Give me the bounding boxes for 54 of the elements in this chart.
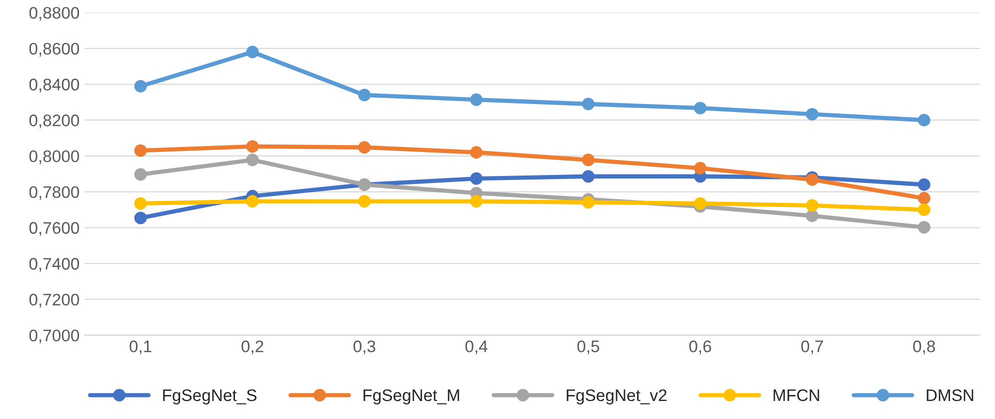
point xyxy=(918,114,930,126)
point xyxy=(134,168,147,181)
y-tick-label: 0,8400 xyxy=(29,78,80,92)
point xyxy=(582,154,595,166)
point xyxy=(134,212,147,224)
point xyxy=(806,199,818,212)
point xyxy=(134,197,147,210)
point xyxy=(246,46,259,58)
y-tick-label: 0,7000 xyxy=(29,330,80,344)
legend-label: MFCN xyxy=(774,389,820,402)
point xyxy=(694,102,706,114)
point xyxy=(806,210,818,222)
point xyxy=(470,172,483,185)
point xyxy=(918,203,930,216)
legend-label: FgSegNet_S xyxy=(163,389,256,404)
y-tick-label: 0,7200 xyxy=(29,294,80,308)
x-tick-label: 0,1 xyxy=(130,340,152,354)
x-tick-label: 0,7 xyxy=(801,340,823,354)
point xyxy=(694,162,706,174)
point xyxy=(918,178,930,191)
x-tick-label: 0,5 xyxy=(577,340,600,354)
point xyxy=(470,93,483,106)
point xyxy=(246,154,259,166)
y-tick-label: 0,7800 xyxy=(29,186,80,200)
y-tick-label: 0,8600 xyxy=(29,42,80,57)
y-tick-label: 0,7600 xyxy=(29,222,80,236)
x-tick-label: 0,2 xyxy=(242,340,264,354)
x-tick-label: 0,4 xyxy=(465,340,488,354)
point xyxy=(918,192,930,205)
point xyxy=(358,88,371,102)
x-tick-label: 0,3 xyxy=(353,340,376,354)
point xyxy=(582,196,595,209)
point xyxy=(694,197,706,210)
x-tick-label: 0,6 xyxy=(689,340,712,354)
legend-label: DMSN xyxy=(926,389,974,402)
y-tick-label: 0,8200 xyxy=(29,114,80,128)
legend-label: FgSegNet_v2 xyxy=(566,389,666,404)
x-tick-label: 0,8 xyxy=(913,340,935,354)
point xyxy=(806,108,818,120)
point xyxy=(918,221,930,234)
point xyxy=(470,146,483,159)
point xyxy=(358,141,371,154)
point xyxy=(246,195,259,208)
point xyxy=(470,195,483,208)
point xyxy=(358,195,371,208)
y-tick-label: 0,8800 xyxy=(29,6,80,21)
y-tick-label: 0,7400 xyxy=(29,258,80,272)
point xyxy=(582,170,595,183)
point xyxy=(246,140,259,153)
point xyxy=(582,98,595,110)
point xyxy=(134,144,147,157)
y-tick-label: 0,8000 xyxy=(29,150,80,164)
point xyxy=(134,80,147,92)
legend-label: FgSegNet_M xyxy=(364,389,460,404)
